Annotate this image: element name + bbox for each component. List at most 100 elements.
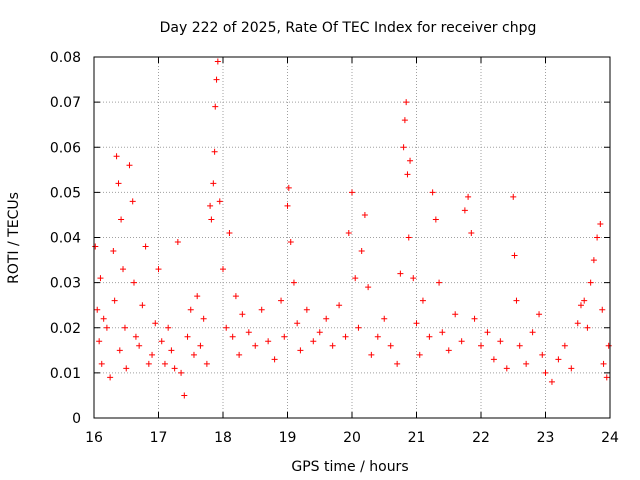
data-point xyxy=(96,338,103,345)
data-points xyxy=(92,58,612,399)
data-point xyxy=(303,306,310,313)
data-point xyxy=(258,306,265,313)
data-point xyxy=(310,338,317,345)
x-tick-label: 18 xyxy=(214,430,232,446)
data-point xyxy=(294,320,301,327)
data-point xyxy=(590,257,597,264)
data-point xyxy=(252,342,259,349)
data-point xyxy=(158,338,165,345)
data-point xyxy=(603,374,610,381)
data-point xyxy=(111,297,118,304)
data-point xyxy=(516,342,523,349)
data-point xyxy=(220,266,226,273)
data-point xyxy=(278,297,285,304)
x-tick-label: 16 xyxy=(85,430,103,446)
data-point xyxy=(174,239,181,246)
data-point xyxy=(568,365,575,372)
data-point xyxy=(229,333,236,340)
data-point xyxy=(523,360,530,367)
data-point xyxy=(478,342,484,349)
data-point xyxy=(342,333,349,340)
data-point xyxy=(281,333,288,340)
data-point xyxy=(239,311,246,318)
data-point xyxy=(439,329,446,336)
data-point xyxy=(355,324,362,331)
data-point xyxy=(426,333,433,340)
data-point xyxy=(445,347,452,354)
data-point xyxy=(548,378,555,385)
data-point xyxy=(155,266,162,273)
y-tick-label: 0.07 xyxy=(50,95,81,111)
data-point xyxy=(432,216,439,223)
x-tick-label: 19 xyxy=(279,430,297,446)
data-point xyxy=(419,297,426,304)
data-point xyxy=(203,360,210,367)
data-point xyxy=(245,329,252,336)
data-point xyxy=(490,356,497,363)
chart-title: Day 222 of 2025, Rate Of TEC Index for r… xyxy=(160,20,537,36)
data-point xyxy=(594,234,601,241)
data-point xyxy=(374,333,381,340)
data-point xyxy=(194,293,201,300)
data-point xyxy=(130,279,137,286)
data-point xyxy=(187,306,194,313)
data-point xyxy=(297,347,304,354)
data-point xyxy=(214,58,221,65)
y-tick-label: 0.04 xyxy=(50,231,81,247)
data-point xyxy=(497,338,504,345)
data-point xyxy=(190,351,197,358)
data-point xyxy=(316,329,323,336)
data-point xyxy=(208,216,215,223)
data-point xyxy=(271,356,278,363)
data-point xyxy=(561,342,568,349)
data-point xyxy=(584,324,591,331)
data-point xyxy=(510,193,517,200)
x-tick-label: 21 xyxy=(408,430,426,446)
data-point xyxy=(184,333,191,340)
data-point xyxy=(136,342,143,349)
y-tick-label: 0.08 xyxy=(50,50,81,66)
data-point xyxy=(168,347,175,354)
data-point xyxy=(226,229,233,236)
data-point xyxy=(132,333,139,340)
x-tick-label: 23 xyxy=(537,430,555,446)
data-point xyxy=(98,360,105,367)
data-point xyxy=(484,329,491,336)
data-point xyxy=(223,324,230,331)
data-point xyxy=(285,184,292,191)
data-point xyxy=(181,392,188,399)
y-tick-label: 0 xyxy=(72,411,81,427)
data-point xyxy=(123,365,130,372)
data-point xyxy=(345,229,352,236)
y-tick-label: 0.01 xyxy=(50,366,81,382)
y-tick-label: 0.06 xyxy=(50,140,81,156)
data-point xyxy=(429,189,436,196)
data-point xyxy=(397,270,404,277)
data-point xyxy=(100,315,107,322)
data-point xyxy=(401,117,408,124)
data-point xyxy=(165,324,172,331)
data-point xyxy=(529,329,536,336)
data-point xyxy=(605,342,612,349)
y-tick-label: 0.05 xyxy=(50,185,81,201)
data-point xyxy=(597,220,604,227)
data-point xyxy=(92,243,99,250)
data-point xyxy=(407,157,414,164)
data-point xyxy=(116,347,123,354)
data-point xyxy=(94,306,101,313)
data-point xyxy=(336,302,343,309)
data-point xyxy=(161,360,168,367)
y-tick-label: 0.02 xyxy=(50,321,81,337)
data-point xyxy=(413,320,420,327)
data-point xyxy=(113,153,120,160)
data-point xyxy=(287,239,294,246)
data-point xyxy=(152,320,159,327)
data-point xyxy=(503,365,510,372)
data-point xyxy=(405,234,412,241)
data-point xyxy=(358,248,365,255)
data-point xyxy=(539,351,546,358)
data-point xyxy=(232,293,239,300)
data-point xyxy=(452,311,459,318)
data-point xyxy=(349,189,355,196)
